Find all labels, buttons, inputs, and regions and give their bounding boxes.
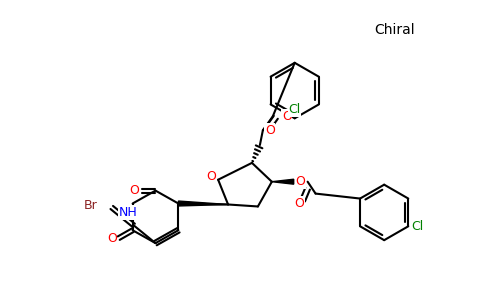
Text: Chiral: Chiral xyxy=(374,23,414,37)
Text: Cl: Cl xyxy=(288,103,301,116)
Text: O: O xyxy=(107,232,117,245)
Polygon shape xyxy=(178,201,228,206)
Text: O: O xyxy=(130,184,139,197)
Text: NH: NH xyxy=(118,206,137,219)
Text: O: O xyxy=(282,110,292,123)
Text: Br: Br xyxy=(84,199,98,212)
Polygon shape xyxy=(272,179,294,184)
Text: O: O xyxy=(295,197,304,210)
Text: O: O xyxy=(296,175,305,188)
Text: O: O xyxy=(206,170,216,183)
Text: O: O xyxy=(265,124,275,137)
Text: Cl: Cl xyxy=(411,220,424,233)
